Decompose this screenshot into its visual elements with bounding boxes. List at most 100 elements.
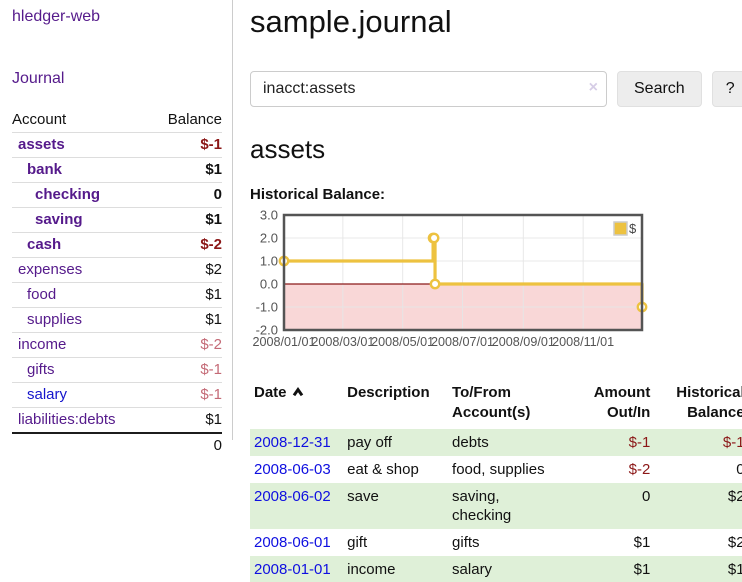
account-balance: $-2 — [200, 336, 222, 353]
account-link-income[interactable]: income — [18, 336, 67, 353]
clear-search-icon[interactable]: × — [588, 79, 598, 96]
register-row: 2008-06-03 eat & shop food, supplies $-2 0 — [250, 456, 742, 483]
account-balance: $1 — [205, 411, 222, 428]
amount-cell: 0 — [642, 488, 651, 505]
accounts-cell: food, supplies — [452, 461, 545, 478]
account-total-row: 0 — [12, 434, 222, 458]
total-balance: 0 — [213, 437, 222, 454]
balance-cell: $2 — [727, 534, 742, 551]
page-title: sample.journal — [250, 4, 452, 39]
account-link-checking[interactable]: checking — [35, 186, 101, 203]
search-input-wrap: × — [250, 71, 607, 107]
amount-cell: $1 — [633, 534, 651, 551]
register-header-row: Date Description To/From Account(s) Amou… — [250, 380, 742, 429]
svg-text:$: $ — [629, 221, 637, 236]
sidebar-account-row: food $1 — [12, 283, 222, 308]
date-cell: 2008-06-01 — [250, 529, 343, 556]
sidebar-account-row: salary $-1 — [12, 383, 222, 408]
account-balance: $1 — [205, 311, 222, 328]
description-cell: gift — [347, 534, 368, 551]
balance-cell: 0 — [736, 461, 742, 478]
description-column-header[interactable]: Description — [347, 384, 430, 401]
balance-cell: $1 — [727, 561, 742, 578]
amount-cell: $-1 — [628, 434, 651, 451]
sidebar-account-row: saving $1 — [12, 208, 222, 233]
account-link-expenses[interactable]: expenses — [18, 261, 83, 278]
account-link-salary[interactable]: salary — [27, 386, 68, 403]
sidebar-item-journal[interactable]: Journal — [12, 70, 65, 87]
svg-text:-2.0: -2.0 — [256, 323, 278, 338]
balance-cell: $2 — [727, 488, 742, 505]
date-column-header[interactable]: Date — [250, 380, 343, 429]
register-table: Date Description To/From Account(s) Amou… — [250, 380, 742, 582]
description-cell: pay off — [347, 434, 392, 451]
date-cell: 2008-06-03 — [250, 456, 343, 483]
register-row: 2008-12-31 pay off debts $-1 $-1 — [250, 429, 742, 456]
account-link-cash[interactable]: cash — [27, 236, 62, 253]
account-link-saving[interactable]: saving — [35, 211, 83, 228]
sidebar-account-row: checking 0 — [12, 183, 222, 208]
amount-column-header[interactable]: Amount Out/In — [593, 384, 651, 421]
svg-text:-1.0: -1.0 — [256, 300, 278, 315]
account-link-food[interactable]: food — [27, 286, 57, 303]
help-button[interactable]: ? — [711, 71, 742, 107]
sidebar-account-row: expenses $2 — [12, 258, 222, 283]
accounts-column-header[interactable]: To/From Account(s) — [452, 384, 531, 421]
account-link-gifts[interactable]: gifts — [27, 361, 55, 378]
brand-link[interactable]: hledger-web — [12, 8, 101, 25]
account-balance: $2 — [205, 261, 222, 278]
search-button[interactable]: Search — [617, 71, 702, 107]
sidebar-account-row: income $-2 — [12, 333, 222, 358]
amount-cell: $-2 — [628, 461, 651, 478]
date-cell: 2008-12-31 — [250, 429, 343, 456]
accounts-cell: gifts — [452, 534, 480, 551]
accounts-cell: salary — [452, 561, 493, 578]
transaction-date-link[interactable]: 2008-06-02 — [254, 488, 331, 505]
account-balance: 0 — [213, 186, 222, 203]
balance-cell: $-1 — [722, 434, 742, 451]
svg-text:1.0: 1.0 — [260, 254, 278, 269]
transaction-date-link[interactable]: 2008-06-01 — [254, 534, 331, 551]
svg-text:2.0: 2.0 — [260, 231, 278, 246]
sidebar-account-row: assets $-1 — [12, 133, 222, 158]
description-cell: income — [347, 561, 396, 578]
register-row: 2008-06-01 gift gifts $1 $2 — [250, 529, 742, 556]
account-balance: $-1 — [200, 386, 222, 403]
historical-balance-chart: 3.0 2.0 1.0 0.0 -1.0 -2.0 2008/01/01 2008/03/01… — [250, 208, 742, 363]
transaction-date-link[interactable]: 2008-01-01 — [254, 561, 331, 578]
search-form: × Search ? — [250, 71, 742, 107]
svg-text:3.0: 3.0 — [260, 210, 278, 223]
transaction-date-link[interactable]: 2008-12-31 — [254, 434, 331, 451]
account-link-bank[interactable]: bank — [27, 161, 63, 178]
sidebar-account-row: cash $-2 — [12, 233, 222, 258]
register-row: 2008-06-02 save saving, checking 0 $2 — [250, 483, 742, 529]
account-balance-table: Account Balance assets $-1 bank $1 checking 0… — [12, 108, 222, 458]
account-table-header: Account Balance — [12, 108, 222, 133]
balance-column-header[interactable]: Historical Balance — [676, 384, 742, 421]
svg-text:2008/05/01: 2008/05/01 — [371, 335, 434, 349]
svg-text:2008/03/01: 2008/03/01 — [311, 335, 374, 349]
account-balance: $1 — [205, 161, 222, 178]
account-balance: $1 — [205, 211, 222, 228]
accounts-cell: debts — [452, 434, 489, 451]
svg-text:0.0: 0.0 — [260, 277, 278, 292]
sidebar-account-row: bank $1 — [12, 158, 222, 183]
account-link-supplies[interactable]: supplies — [27, 311, 83, 328]
search-input[interactable] — [250, 71, 607, 107]
sidebar-account-row: liabilities:debts $1 — [12, 408, 222, 434]
svg-text:2008/11/01: 2008/11/01 — [552, 335, 614, 349]
date-cell: 2008-01-01 — [250, 556, 343, 582]
balance-column-header: Balance — [167, 111, 222, 128]
date-cell: 2008-06-02 — [250, 483, 343, 529]
account-column-header: Account — [12, 111, 67, 128]
chart-heading: Historical Balance: — [250, 186, 386, 203]
description-cell: eat & shop — [347, 461, 419, 478]
amount-cell: $1 — [633, 561, 651, 578]
transaction-date-link[interactable]: 2008-06-03 — [254, 461, 331, 478]
account-link-assets[interactable]: assets — [18, 136, 65, 153]
accounts-cell: saving, checking — [452, 488, 512, 524]
account-link-liabilities-debts[interactable]: liabilities:debts — [18, 411, 116, 428]
svg-text:2008/01/01: 2008/01/01 — [252, 335, 315, 349]
description-cell: save — [347, 488, 379, 505]
